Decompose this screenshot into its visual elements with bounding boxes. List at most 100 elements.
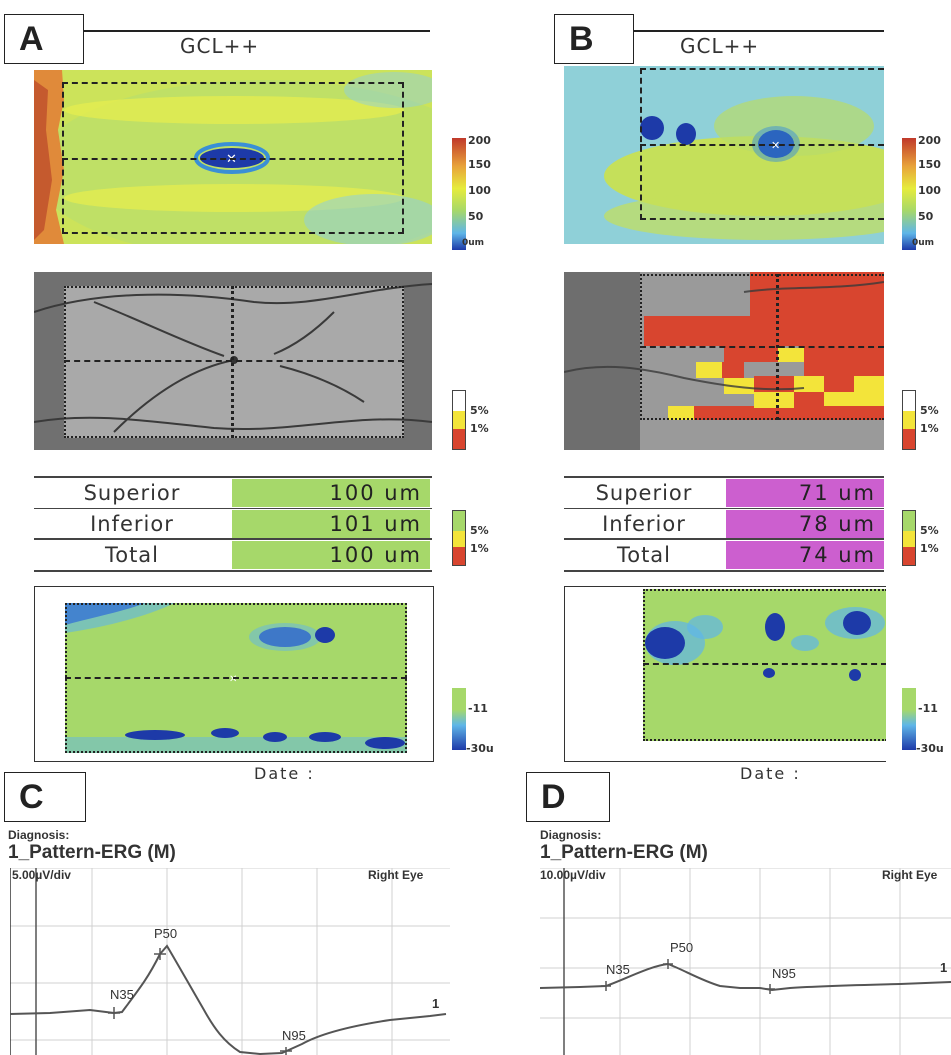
table-row: Total 100 um [34,540,432,570]
deviation-scale [902,688,916,750]
table-rule [34,508,432,509]
header-rule [634,30,884,32]
deviation-scale [452,688,466,750]
panel-label-c: C [4,772,86,822]
scale-label: 0um [912,238,935,248]
scale-label: 5% [920,524,939,537]
table-rule [564,538,884,540]
row-name: Total [616,543,672,567]
row-name: Superior [595,481,693,505]
scale-label: 5% [470,404,489,417]
horizontal-meridian [62,158,404,160]
thickness-map: ✕ [34,70,432,244]
scale-label: -11 [468,702,488,715]
row-value: 100 um [232,541,430,569]
thickness-map: ✕ [564,66,884,244]
scale-label: 1% [470,542,489,555]
table-row: Inferior 78 um [564,509,884,539]
table-rule [34,570,432,572]
peak-label-n35: N35 [606,962,630,977]
date-label: Date : [254,764,315,783]
row-value: 78 um [726,510,884,538]
thickness-color-scale [902,138,916,250]
erg-plot: 5.00µV/div Right Eye N35 P50 N95 1 [10,868,450,1055]
row-value: 101 um [232,510,430,538]
scale-label: 50 [918,210,934,223]
test-name: 1_Pattern-ERG (M) [8,842,176,863]
grid-outline [64,286,404,438]
map-header: GCL++ [180,34,260,58]
peak-label-p50: P50 [154,926,178,941]
horizontal-meridian [65,677,407,679]
map-header: GCL++ [680,34,760,58]
panel-label-a: A [4,14,84,64]
horizontal-meridian [64,360,404,362]
table-row: Superior 71 um [564,478,884,508]
table-rule [34,538,432,540]
fundus-image [34,272,432,450]
peak-label-n95: N95 [772,966,796,981]
table-significance-scale [902,510,916,566]
header-rule [84,30,430,32]
table-row: Superior 100 um [34,478,432,508]
row-name: Inferior [90,512,174,536]
scale-label: 100 [468,184,491,197]
deviation-map [564,586,886,762]
test-name: 1_Pattern-ERG (M) [540,842,708,863]
peak-label-n95: N95 [282,1028,306,1043]
row-name: Inferior [602,512,686,536]
scale-label: 1% [920,422,939,435]
row-value: 100 um [232,479,430,507]
peak-label-n35: N35 [110,987,134,1002]
thickness-table: Superior 71 um Inferior 78 um Total 74 u… [564,476,884,572]
scale-label: 5% [920,404,939,417]
diagnosis-label: Diagnosis: [540,828,602,842]
table-rule [564,570,884,572]
trace-label: 1 [432,996,440,1011]
grid-outline [643,589,886,741]
table-row: Total 74 um [564,540,884,570]
horizontal-meridian [640,144,884,146]
scale-label: -30u [466,742,494,755]
scale-label: 10.00µV/div [540,868,606,882]
significance-scale [452,390,466,450]
scale-label: 150 [468,158,491,171]
table-rule [34,476,432,478]
table-rule [564,508,884,509]
diagnosis-label: Diagnosis: [8,828,70,842]
thickness-table: Superior 100 um Inferior 101 um Total 10… [34,476,432,572]
significance-scale [902,390,916,450]
erg-plot: 10.00µV/div Right Eye N35 P50 N95 1 [540,868,951,1055]
scale-label: -30u [916,742,944,755]
eye-label: Right Eye [368,868,424,882]
peak-label-p50: P50 [670,940,694,955]
scale-label: 1% [920,542,939,555]
svg-text:✕: ✕ [229,674,237,685]
row-value: 71 um [726,479,884,507]
scale-label: 100 [918,184,941,197]
vertical-meridian [776,274,779,420]
horizontal-meridian [643,663,886,665]
scale-label: 50 [468,210,484,223]
scale-label: 0um [462,238,485,248]
scale-label: 200 [468,134,491,147]
row-value: 74 um [726,541,884,569]
fundus-image [564,272,884,450]
deviation-map: ✕ [34,586,434,762]
table-row: Inferior 101 um [34,509,432,539]
scale-label: 5% [470,524,489,537]
scale-label: 150 [918,158,941,171]
vertical-meridian [231,286,234,438]
row-name: Total [104,543,160,567]
table-significance-scale [452,510,466,566]
scale-label: 5.00µV/div [12,868,71,882]
table-rule [564,476,884,478]
panel-label-b: B [554,14,634,64]
row-name: Superior [83,481,181,505]
scale-label: 1% [470,422,489,435]
date-label: Date : [740,764,801,783]
horizontal-meridian [640,346,884,348]
scale-label: 200 [918,134,941,147]
scale-label: -11 [918,702,938,715]
panel-label-d: D [526,772,610,822]
